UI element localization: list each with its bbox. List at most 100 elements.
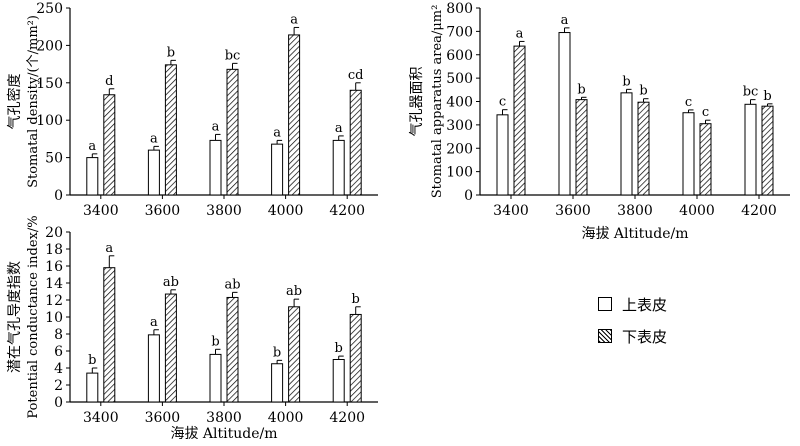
bar-upper-epidermis — [620, 92, 633, 196]
legend-swatch-hatched — [598, 329, 612, 343]
x-tick-label: 3400 — [83, 203, 119, 219]
y-tick-label: 12 — [45, 293, 63, 309]
bar-lower-epidermis — [103, 94, 116, 196]
bar-lower-epidermis — [288, 34, 301, 196]
significance-letter: c — [702, 105, 709, 120]
y-axis-label-cn: 潜在气孔导度指数 — [7, 261, 23, 373]
bar-lower-epidermis — [637, 101, 650, 196]
x-tick-label: 4000 — [268, 410, 304, 426]
y-tick-label: 100 — [36, 113, 63, 129]
y-tick-label: 250 — [36, 1, 63, 17]
legend-item-upper: 上表皮 — [598, 293, 718, 315]
bar-upper-epidermis — [558, 32, 571, 196]
significance-letter: d — [105, 74, 113, 89]
bar-lower-epidermis — [164, 293, 177, 403]
x-tick-label: 4200 — [741, 203, 777, 219]
significance-letter: a — [561, 13, 569, 28]
significance-letter: b — [335, 341, 343, 356]
significance-letter: a — [290, 12, 298, 27]
x-tick-label: 3600 — [145, 203, 181, 219]
bar-upper-epidermis — [744, 103, 757, 196]
y-axis-label-en: Stomatal apparatus area/μm² — [430, 5, 445, 199]
x-axis-label: 海拔 Altitude/m — [581, 226, 688, 242]
y-tick-label: 400 — [446, 95, 473, 111]
significance-letter: b — [763, 89, 771, 104]
significance-letter: bc — [743, 85, 759, 100]
significance-letter: b — [577, 82, 585, 97]
x-tick-label: 4000 — [268, 203, 304, 219]
y-axis-label-cn: 气孔密度 — [6, 74, 23, 130]
significance-letter: a — [335, 121, 343, 136]
significance-letter: b — [211, 334, 219, 349]
bar-upper-epidermis — [682, 112, 695, 196]
y-tick-label: 20 — [45, 225, 63, 241]
legend-label: 上表皮 — [622, 295, 668, 314]
bar-lower-epidermis — [226, 296, 239, 403]
chart-panel-density: 0 50 100 150 200 250 3400 a d 3600 a b 3800 a bc 4000 a a… — [6, 1, 378, 219]
significance-letter: a — [150, 131, 158, 146]
y-axis-label-en: Potential conductance index/% — [26, 215, 41, 418]
bar-lower-epidermis — [349, 313, 362, 403]
chart-panel-area: 0 100 200 300 400 500 600 700 800 3400 c a 3600 a b 380… — [409, 1, 790, 242]
y-axis-label-cn: 气孔器面积 — [409, 67, 425, 137]
x-tick-label: 3600 — [145, 410, 181, 426]
y-tick-label: 16 — [45, 259, 63, 275]
y-tick-label: 150 — [36, 76, 63, 92]
x-tick-label: 4000 — [679, 203, 715, 219]
y-tick-label: 8 — [54, 327, 63, 343]
bar-upper-epidermis — [86, 157, 99, 196]
x-tick-label: 3800 — [206, 410, 242, 426]
significance-letter: b — [273, 345, 281, 360]
y-tick-label: 800 — [446, 1, 473, 17]
y-tick-label: 0 — [54, 395, 63, 411]
legend-item-lower: 下表皮 — [598, 325, 718, 347]
significance-letter: c — [685, 95, 692, 110]
significance-letter: b — [167, 45, 175, 60]
y-tick-label: 6 — [54, 344, 63, 360]
significance-letter: b — [639, 84, 647, 99]
bar-lower-epidermis — [288, 306, 301, 403]
x-tick-label: 4200 — [329, 410, 365, 426]
bar-upper-epidermis — [209, 353, 222, 403]
significance-letter: a — [105, 241, 113, 256]
y-tick-label: 300 — [446, 118, 473, 134]
significance-letter: cd — [348, 68, 364, 83]
y-tick-label: 50 — [45, 151, 63, 167]
significance-letter: a — [88, 139, 96, 154]
x-tick-label: 3400 — [83, 410, 119, 426]
y-tick-label: 500 — [446, 71, 473, 87]
bar-upper-epidermis — [271, 143, 284, 196]
legend-swatch-open — [598, 297, 612, 311]
y-tick-label: 10 — [45, 310, 63, 326]
bar-lower-epidermis — [575, 99, 588, 196]
significance-letter: a — [273, 125, 281, 140]
y-tick-label: 200 — [446, 141, 473, 157]
bar-upper-epidermis — [332, 359, 345, 403]
significance-letter: b — [88, 353, 96, 368]
significance-letter: b — [622, 74, 630, 89]
x-tick-label: 3800 — [617, 203, 653, 219]
significance-letter: ab — [163, 275, 179, 290]
x-tick-label: 4200 — [329, 203, 365, 219]
x-tick-label: 3800 — [206, 203, 242, 219]
bar-lower-epidermis — [761, 105, 774, 196]
bar-upper-epidermis — [147, 334, 160, 403]
significance-letter: a — [212, 119, 220, 134]
significance-letter: ab — [286, 284, 302, 299]
y-tick-label: 700 — [446, 24, 473, 40]
bar-lower-epidermis — [103, 267, 116, 403]
significance-letter: c — [499, 95, 506, 110]
y-tick-label: 0 — [54, 188, 63, 204]
bar-upper-epidermis — [209, 139, 222, 196]
y-tick-label: 200 — [36, 38, 63, 54]
legend: 上表皮 下表皮 — [598, 293, 718, 357]
significance-letter: a — [516, 26, 524, 41]
x-tick-label: 3400 — [493, 203, 529, 219]
bar-lower-epidermis — [349, 89, 362, 196]
bar-upper-epidermis — [86, 372, 99, 403]
significance-letter: ab — [224, 277, 240, 292]
significance-letter: bc — [225, 48, 241, 63]
bar-lower-epidermis — [513, 45, 526, 196]
